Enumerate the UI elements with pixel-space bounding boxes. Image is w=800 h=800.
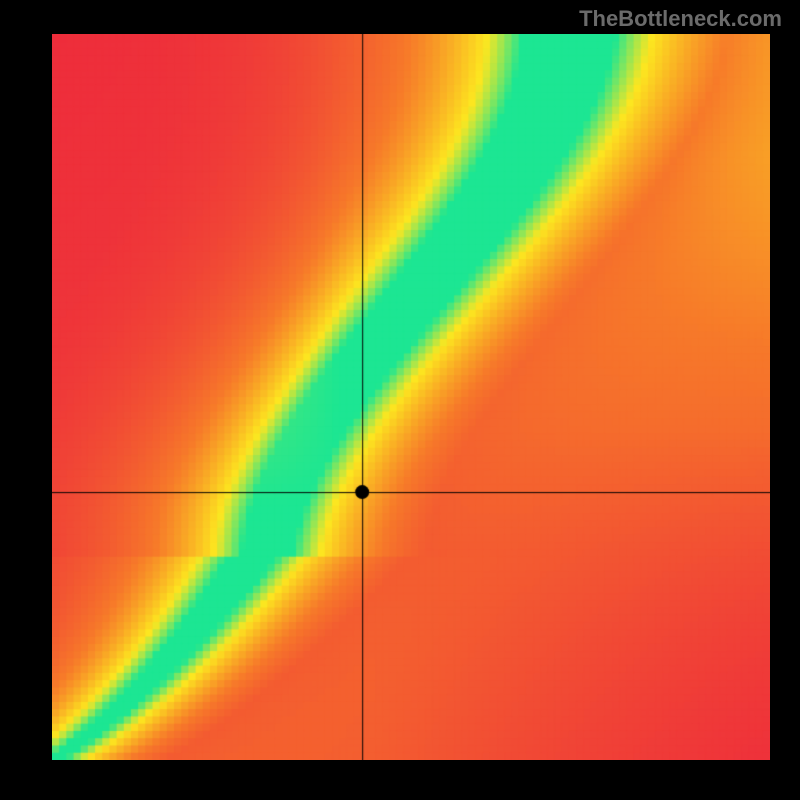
crosshair-overlay <box>52 34 770 760</box>
watermark-text: TheBottleneck.com <box>579 6 782 32</box>
chart-container: TheBottleneck.com <box>0 0 800 800</box>
